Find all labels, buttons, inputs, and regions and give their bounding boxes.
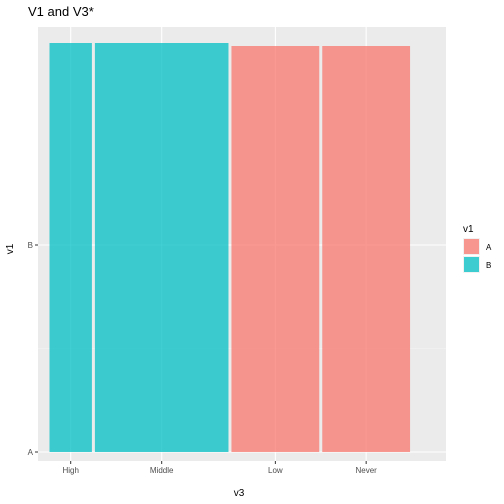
- chart-title: V1 and V3*: [28, 4, 94, 19]
- bar-never: [322, 46, 411, 452]
- x-axis-title: v3: [234, 488, 245, 499]
- y-axis-title: v1: [5, 243, 16, 254]
- x-tick-label: Middle: [150, 466, 174, 475]
- x-tick-label: Low: [268, 466, 283, 475]
- bar-high: [49, 43, 92, 452]
- x-axis: High Middle Low Never: [62, 461, 377, 475]
- legend-swatch-b: [464, 257, 479, 272]
- y-axis: AB: [28, 241, 38, 457]
- legend-title: v1: [463, 224, 474, 235]
- legend-label: B: [486, 261, 491, 270]
- bars: [49, 43, 411, 452]
- legend-label: A: [486, 243, 492, 252]
- x-tick-label: High: [62, 466, 78, 475]
- x-tick-label: Never: [355, 466, 377, 475]
- y-tick-label: A: [28, 448, 34, 457]
- legend: v1 AB: [463, 224, 492, 273]
- bar-middle: [94, 43, 229, 452]
- y-tick-label: B: [28, 241, 33, 250]
- legend-swatch-a: [464, 239, 479, 254]
- bar-low: [231, 46, 320, 452]
